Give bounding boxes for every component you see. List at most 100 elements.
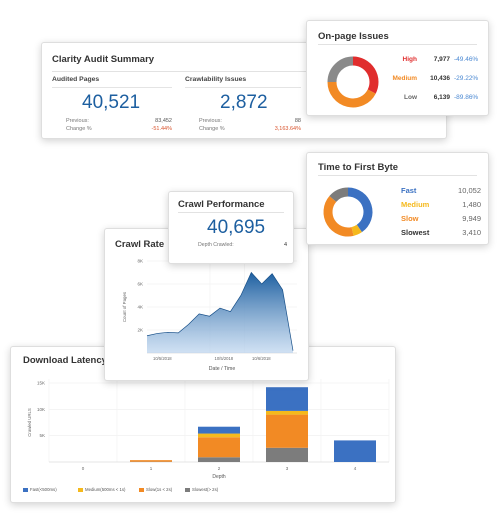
onpage-low-label: Low <box>404 94 417 101</box>
y-tick-label: 6K <box>137 282 143 287</box>
legend-swatch <box>185 487 190 492</box>
y-tick-label: 15K <box>37 381 45 386</box>
audited-pages-label: Audited Pages <box>52 76 100 83</box>
onpage-issues-title: On-page Issues <box>318 31 389 42</box>
onpage-medium-change: -29.22% <box>454 75 479 82</box>
divider <box>318 44 477 45</box>
audited-change-label: Change % <box>66 126 92 132</box>
legend-swatch <box>78 487 83 492</box>
crawlability-issues-label: Crawlability Issues <box>185 76 247 83</box>
audit-summary-title: Clarity Audit Summary <box>52 54 155 65</box>
crawl-rate-title: Crawl Rate <box>115 239 165 250</box>
x-tick-label: 10/5/2018 <box>153 356 172 361</box>
bar-segment <box>334 440 376 462</box>
ttfb-fast-count: 10,052 <box>458 186 481 195</box>
download-latency-title: Download Latency <box>23 355 107 366</box>
x-tick-label: 2 <box>218 466 221 471</box>
onpage-medium-count: 10,436 <box>430 75 450 82</box>
ttfb-card: Time to First Byte Fast 10,052 Medium 1,… <box>306 152 489 245</box>
y-axis-label: Count of Pages <box>122 291 127 322</box>
legend-label: Medium(500ms < 1s) <box>85 487 126 492</box>
bar-segment <box>266 410 308 415</box>
onpage-high-change: -49.46% <box>454 56 479 63</box>
divider <box>185 87 301 88</box>
crawl-performance-title: Crawl Performance <box>178 199 265 210</box>
divider <box>52 87 172 88</box>
x-tick-label: 4 <box>354 466 357 471</box>
crawl-performance-card: Crawl Performance 40,695 Depth Crawled: … <box>168 191 294 264</box>
download-latency-chart: 5K 10K 15K 0 1 2 3 4 Depth Crawled URLS <box>27 379 390 480</box>
legend-label: Slow(1s < 2s) <box>146 487 173 492</box>
y-tick-label: 5K <box>39 433 45 438</box>
crawlability-issues-value: 2,872 <box>220 92 268 113</box>
audited-pages-metric: Audited Pages 40,521 Previous: 83,452 Ch… <box>52 76 172 132</box>
bar-segment <box>198 426 240 434</box>
ttfb-title: Time to First Byte <box>318 162 399 173</box>
onpage-medium-label: Medium <box>392 75 417 82</box>
bar-segment <box>266 414 308 448</box>
x-tick-label: 0 <box>82 466 85 471</box>
x-axis-label: Date / Time <box>209 366 236 372</box>
crawl-rate-line <box>146 271 294 351</box>
y-axis-label: Crawled URLS <box>27 408 32 437</box>
bar-segment <box>198 437 240 458</box>
legend-item: Slowest(> 2s) <box>185 487 218 492</box>
ttfb-slowest-label: Slowest <box>401 228 430 237</box>
depth-crawled-value: 4 <box>283 242 287 248</box>
crawlability-issues-metric: Crawlability Issues 2,872 Previous: 88 C… <box>185 76 301 132</box>
x-tick-label: 10/6/2018 <box>252 356 271 361</box>
bar-segment <box>198 433 240 438</box>
legend-item: Fast(<500ms) <box>23 487 57 492</box>
crawl-rate-area <box>147 272 293 353</box>
depth-crawled-label: Depth Crawled: <box>198 242 234 248</box>
donut-slice-medium <box>351 224 362 236</box>
onpage-high-count: 7,977 <box>433 56 450 63</box>
ttfb-fast-label: Fast <box>401 186 417 195</box>
legend-label: Fast(<500ms) <box>30 487 57 492</box>
donut-slice-slow <box>323 196 354 237</box>
onpage-issues-card: On-page Issues High 7,977 -49.46% Medium… <box>306 20 489 116</box>
x-axis-label: Depth <box>212 474 226 480</box>
legend-item: Medium(500ms < 1s) <box>78 487 125 492</box>
x-tick-label: 1 <box>150 466 153 471</box>
bar-segment <box>198 457 240 462</box>
bar-segment <box>130 460 172 462</box>
y-tick-label: 4K <box>137 305 143 310</box>
ttfb-slow-label: Slow <box>401 214 419 223</box>
y-tick-label: 8K <box>137 259 143 264</box>
ttfb-donut <box>323 187 373 237</box>
ttfb-slow-count: 9,949 <box>462 214 481 223</box>
y-tick-label: 2K <box>137 328 143 333</box>
donut-slice-fast <box>347 187 373 233</box>
crawlability-change-label: Change % <box>199 126 225 132</box>
donut-slice-high <box>352 56 379 94</box>
crawlability-previous-label: Previous: <box>199 118 222 124</box>
ttfb-medium-count: 1,480 <box>462 200 481 209</box>
donut-slice-slowest <box>329 187 349 203</box>
legend-label: Slowest(> 2s) <box>192 487 219 492</box>
audited-previous-label: Previous: <box>66 118 89 124</box>
audited-previous-value: 83,452 <box>155 118 172 124</box>
legend-swatch <box>23 487 28 492</box>
onpage-issues-donut <box>327 56 379 108</box>
bar-segment <box>266 387 308 411</box>
donut-slice-medium <box>327 81 376 108</box>
onpage-low-count: 6,139 <box>433 94 450 101</box>
x-tick-label: 3 <box>286 466 289 471</box>
donut-slice-low <box>327 56 354 83</box>
divider <box>318 175 477 176</box>
x-tick-label: 10/5/2018 <box>215 356 234 361</box>
onpage-high-label: High <box>402 56 417 63</box>
divider <box>178 212 284 213</box>
audited-change-value: -51.44% <box>151 126 173 132</box>
divider <box>52 71 436 72</box>
crawlability-change-value: 3,163.64% <box>274 126 301 132</box>
ttfb-medium-label: Medium <box>401 200 430 209</box>
y-tick-label: 10K <box>37 407 45 412</box>
crawlability-previous-value: 88 <box>294 118 301 124</box>
crawl-performance-value: 40,695 <box>207 217 266 238</box>
bar-segment <box>266 447 308 462</box>
crawl-rate-chart: 2K 4K 6K 8K 10/5/2018 10/5/2018 10/6/2018 Date … <box>122 257 297 372</box>
ttfb-slowest-count: 3,410 <box>462 228 481 237</box>
audited-pages-value: 40,521 <box>82 92 141 113</box>
